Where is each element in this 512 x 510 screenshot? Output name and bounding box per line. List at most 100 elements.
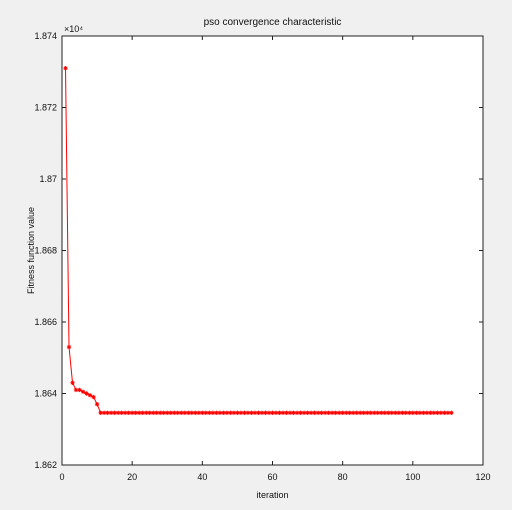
data-point-marker — [347, 410, 352, 416]
data-point-marker — [165, 410, 170, 416]
y-axis-label: Fitness function value — [26, 207, 36, 294]
data-point-marker — [189, 410, 195, 416]
data-point-marker — [294, 410, 300, 416]
data-point-marker — [238, 410, 244, 416]
data-point-marker — [186, 410, 191, 416]
data-point-marker — [343, 410, 349, 416]
data-point-marker — [98, 410, 103, 416]
data-point-marker — [435, 410, 440, 416]
data-point-marker — [389, 410, 394, 416]
data-point-marker — [421, 410, 426, 416]
data-point-marker — [203, 410, 209, 416]
data-point-marker — [133, 410, 138, 416]
data-point-marker — [77, 387, 82, 393]
data-point-marker — [379, 410, 384, 416]
data-point-marker — [284, 410, 289, 416]
data-point-marker — [350, 410, 356, 416]
data-point-marker — [256, 410, 261, 416]
data-point-marker — [217, 410, 223, 416]
data-point-marker — [235, 410, 240, 416]
data-point-marker — [126, 410, 131, 416]
data-point-marker — [449, 410, 454, 416]
data-point-marker — [336, 410, 342, 416]
data-point-marker — [154, 410, 159, 416]
data-point-marker — [291, 410, 296, 416]
data-point-marker — [403, 410, 409, 416]
y-tick-label: 1.872 — [34, 103, 57, 113]
data-point-marker — [410, 410, 416, 416]
data-point-marker — [245, 410, 251, 416]
data-point-marker — [63, 65, 68, 71]
data-point-marker — [91, 394, 96, 400]
data-point-marker — [140, 410, 145, 416]
data-point-marker — [375, 410, 380, 416]
data-point-marker — [175, 410, 180, 416]
x-tick-label: 40 — [197, 472, 207, 482]
data-point-marker — [122, 410, 128, 416]
data-point-marker — [242, 410, 247, 416]
data-point-marker — [407, 410, 412, 416]
data-point-marker — [442, 410, 447, 416]
data-point-marker — [270, 410, 275, 416]
y-tick-label: 1.862 — [34, 460, 57, 470]
data-point-marker — [322, 410, 328, 416]
data-point-marker — [158, 410, 163, 416]
data-point-marker — [73, 387, 79, 393]
data-point-marker — [249, 410, 254, 416]
data-point-marker — [428, 410, 433, 416]
data-point-marker — [263, 410, 268, 416]
data-point-marker — [70, 380, 75, 385]
data-point-marker — [119, 410, 124, 416]
data-point-marker — [273, 410, 279, 416]
data-point-marker — [287, 410, 293, 416]
data-point-marker — [424, 410, 430, 416]
data-point-marker — [144, 410, 149, 416]
x-tick-label: 100 — [405, 472, 420, 482]
data-point-marker — [301, 410, 307, 416]
data-point-marker — [365, 410, 370, 416]
y-tick-label: 1.864 — [34, 389, 57, 399]
data-point-marker — [333, 410, 338, 416]
data-point-marker — [400, 410, 405, 416]
data-point-marker — [94, 402, 100, 407]
data-point-marker — [305, 410, 310, 416]
x-tick-label: 60 — [267, 472, 277, 482]
data-point-marker — [80, 389, 86, 394]
data-point-marker — [358, 410, 363, 416]
y-axis-exponent: ×10⁴ — [64, 24, 83, 34]
x-tick-label: 20 — [127, 472, 137, 482]
data-point-marker — [105, 410, 110, 416]
data-point-marker — [354, 410, 359, 416]
chart-title: pso convergence characteristic — [204, 17, 342, 28]
y-tick-label: 1.874 — [34, 31, 57, 41]
data-point-marker — [129, 410, 135, 416]
data-point-marker — [308, 410, 314, 416]
data-point-marker — [193, 410, 198, 416]
data-point-marker — [340, 410, 345, 416]
data-point-marker — [84, 391, 89, 396]
data-point-marker — [386, 410, 391, 416]
x-tick-label: 80 — [338, 472, 348, 482]
data-point-marker — [393, 410, 398, 416]
data-point-marker — [266, 410, 272, 416]
data-point-marker — [224, 410, 230, 416]
data-point-marker — [259, 410, 265, 416]
data-point-marker — [280, 410, 286, 416]
data-point-marker — [112, 410, 117, 416]
data-point-marker — [115, 410, 121, 416]
data-point-marker — [147, 410, 152, 416]
data-point-marker — [319, 410, 324, 416]
data-point-marker — [172, 410, 177, 416]
data-point-marker — [382, 410, 387, 416]
data-point-marker — [161, 410, 166, 416]
data-point-marker — [361, 410, 366, 416]
x-tick-label: 120 — [475, 472, 490, 482]
data-point-marker — [326, 410, 331, 416]
y-tick-label: 1.87 — [39, 174, 57, 184]
data-point-marker — [87, 393, 93, 398]
data-point-marker — [214, 410, 219, 416]
data-point-marker — [312, 410, 317, 416]
data-point-marker — [368, 410, 373, 416]
plot-area — [62, 36, 483, 465]
